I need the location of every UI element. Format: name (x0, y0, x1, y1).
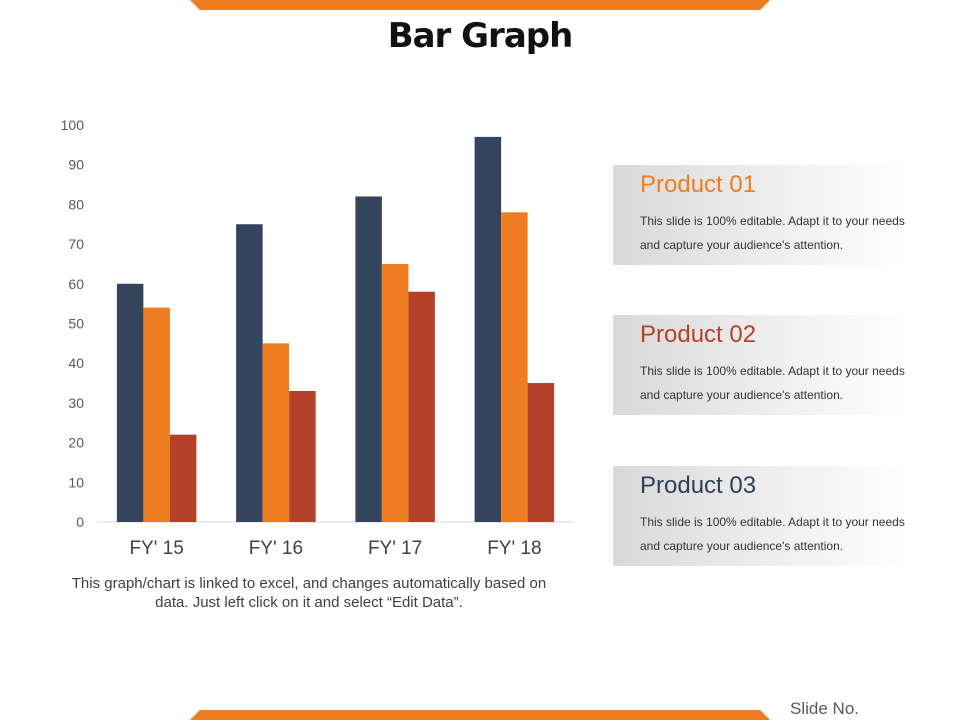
y-tick-label: 80 (68, 196, 84, 212)
y-tick-label: 20 (68, 435, 84, 451)
bar (408, 291, 435, 522)
bar (236, 224, 263, 522)
y-tick-label: 0 (76, 514, 84, 530)
bar (381, 263, 409, 522)
bar-chart: 0 10 20 30 40 50 60 70 80 90 100 FY' 15 FY' 16 FY' 17… (61, 117, 574, 559)
product-card-title: Product 03 (640, 472, 757, 499)
top-accent-bar (190, 0, 770, 10)
product-card-01: Product 01 This slide is 100% editable. … (613, 165, 915, 265)
bar (474, 136, 502, 522)
y-tick-label: 100 (61, 117, 85, 133)
product-card-text: This slide is 100% editable. Adapt it to… (640, 515, 905, 553)
y-tick-label: 40 (68, 355, 84, 371)
y-tick-label: 70 (68, 236, 84, 252)
x-tick-label: FY' 17 (368, 538, 422, 559)
bar (501, 212, 528, 522)
x-tick-label: FY' 18 (487, 538, 541, 559)
bar (262, 343, 290, 522)
y-tick-label: 60 (68, 276, 84, 292)
bar (116, 283, 144, 522)
product-card-02: Product 02 This slide is 100% editable. … (613, 315, 915, 415)
y-tick-label: 90 (68, 157, 84, 173)
bar (143, 307, 170, 522)
x-tick-label: FY' 16 (249, 538, 303, 559)
product-card-text: This slide is 100% editable. Adapt it to… (640, 364, 905, 402)
bottom-accent-bar (190, 710, 770, 720)
bar (527, 383, 555, 522)
chart-note: This graph/chart is linked to excel, and… (71, 575, 547, 611)
bar (289, 390, 316, 522)
product-card-03: Product 03 This slide is 100% editable. … (613, 466, 915, 566)
x-tick-label: FY' 15 (129, 538, 183, 559)
product-card-title: Product 02 (640, 321, 757, 348)
slide-number: Slide No. (790, 699, 859, 718)
bar (355, 196, 382, 522)
y-tick-label: 30 (68, 395, 84, 411)
y-tick-label: 10 (68, 474, 84, 490)
product-card-title: Product 01 (640, 171, 757, 198)
product-card-text: This slide is 100% editable. Adapt it to… (640, 214, 905, 252)
page-title: Bar Graph (387, 16, 574, 56)
bar (169, 434, 197, 522)
y-tick-label: 50 (68, 316, 84, 332)
